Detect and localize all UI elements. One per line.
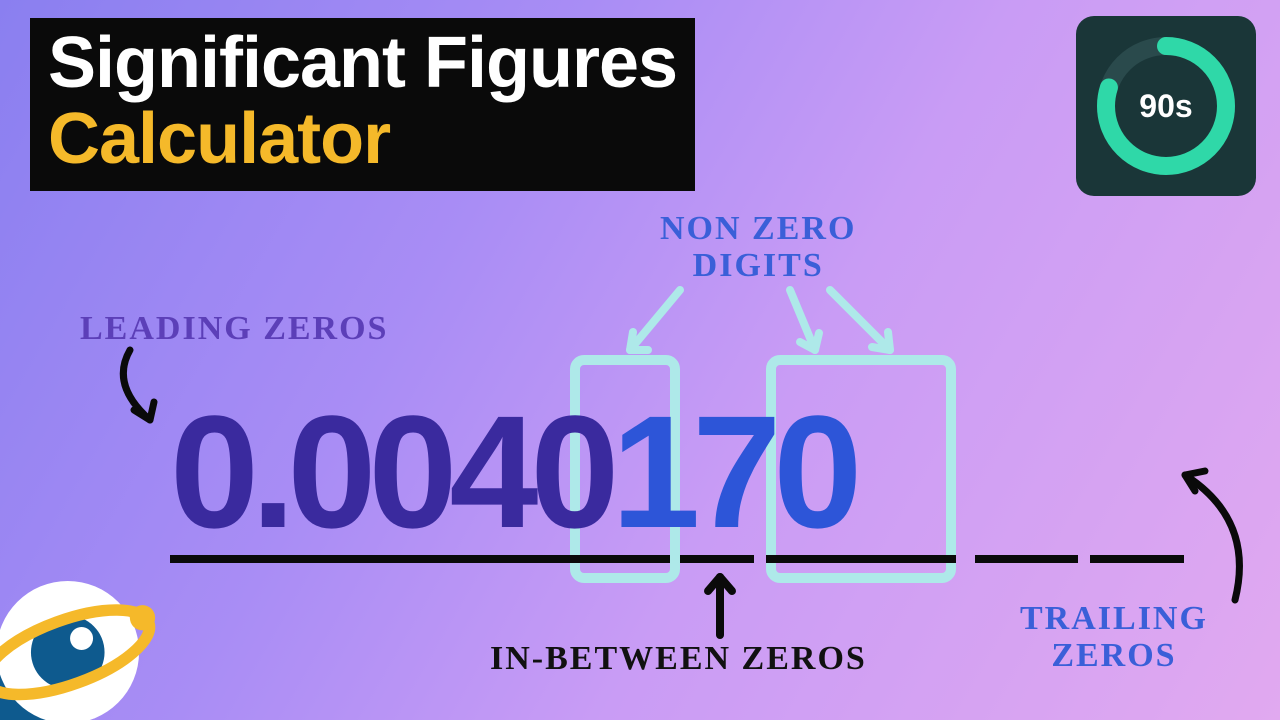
- timer-label: 90s: [1139, 88, 1192, 125]
- digit-7: 7: [692, 382, 773, 561]
- digit-dot: .: [251, 382, 287, 561]
- underline-seg-4: [975, 555, 1078, 563]
- digit-0e: 0: [773, 382, 854, 561]
- digit-0d: 0: [530, 382, 611, 561]
- title-block: Significant Figures Calculator: [30, 18, 695, 191]
- title-line-2: Calculator: [48, 102, 677, 178]
- digit-0c: 0: [368, 382, 449, 561]
- annotation-inbetween-zeros: IN-BETWEEN ZEROS: [490, 640, 867, 677]
- annotation-trailing-l2: ZEROS: [1051, 637, 1176, 674]
- annotation-nonzero-l1: NON ZERO: [660, 210, 856, 247]
- annotation-nonzero-digits: NON ZERO DIGITS: [660, 210, 856, 285]
- title-line-1: Significant Figures: [48, 26, 677, 102]
- arrow-trailing-icon: [1170, 450, 1280, 620]
- digit-1: 1: [611, 382, 692, 561]
- digit-0b: 0: [287, 382, 368, 561]
- number-display: 0.0040170: [170, 380, 854, 564]
- brand-logo-icon: [0, 520, 200, 720]
- underline-seg-5: [1090, 555, 1184, 563]
- digit-4: 4: [449, 382, 530, 561]
- underline-seg-3: [766, 555, 956, 563]
- underline-seg-1: [170, 555, 670, 563]
- annotation-nonzero-l2: DIGITS: [693, 247, 824, 284]
- underline-seg-2: [680, 555, 754, 563]
- timer-badge: 90s: [1076, 16, 1256, 196]
- arrow-inbetween-icon: [700, 565, 760, 645]
